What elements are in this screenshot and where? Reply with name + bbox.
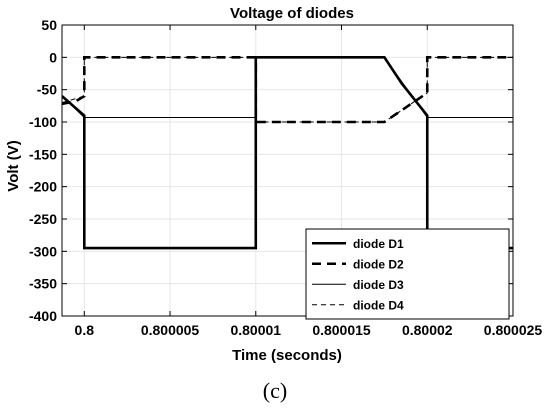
legend-label-2: diode D2 xyxy=(353,257,404,271)
x-tick-label: 0.80002 xyxy=(402,322,453,338)
axis-ticks: 50 0 -50 -100 -150 -200 -250 -300 -350 -400 0.8 0.8… xyxy=(29,17,542,338)
legend-label-1: diode D1 xyxy=(353,237,404,251)
series-line-3 xyxy=(62,56,513,118)
legend: diode D1 diode D2 diode D3 diode D4 xyxy=(305,228,510,320)
series-layer xyxy=(62,56,513,250)
series-line-4 xyxy=(62,56,513,123)
legend-label-4: diode D4 xyxy=(353,298,404,312)
y-tick-label: -50 xyxy=(37,82,57,98)
y-tick-label: -150 xyxy=(29,146,57,162)
x-axis-label: Time (seconds) xyxy=(232,347,342,364)
y-tick-label: -200 xyxy=(29,179,57,195)
figure-caption: (c) xyxy=(263,378,287,403)
y-tick-label: 0 xyxy=(49,49,57,65)
y-tick-label: -300 xyxy=(29,243,57,259)
legend-label-3: diode D3 xyxy=(353,278,404,292)
chart-title: Voltage of diodes xyxy=(230,5,354,22)
x-tick-label: 0.800015 xyxy=(312,322,371,338)
x-tick-label: 0.800005 xyxy=(141,322,200,338)
x-tick-label: 0.80001 xyxy=(230,322,281,338)
y-tick-label: -350 xyxy=(29,276,57,292)
y-tick-label: 50 xyxy=(41,17,57,33)
y-tick-label: -100 xyxy=(29,114,57,130)
y-axis-label: Volt (V) xyxy=(5,140,22,191)
plot-frame xyxy=(61,24,514,317)
y-tick-label: -250 xyxy=(29,211,57,227)
x-tick-label: 0.800025 xyxy=(484,322,543,338)
y-tick-label: -400 xyxy=(29,308,57,324)
x-tick-label: 0.8 xyxy=(75,322,95,338)
